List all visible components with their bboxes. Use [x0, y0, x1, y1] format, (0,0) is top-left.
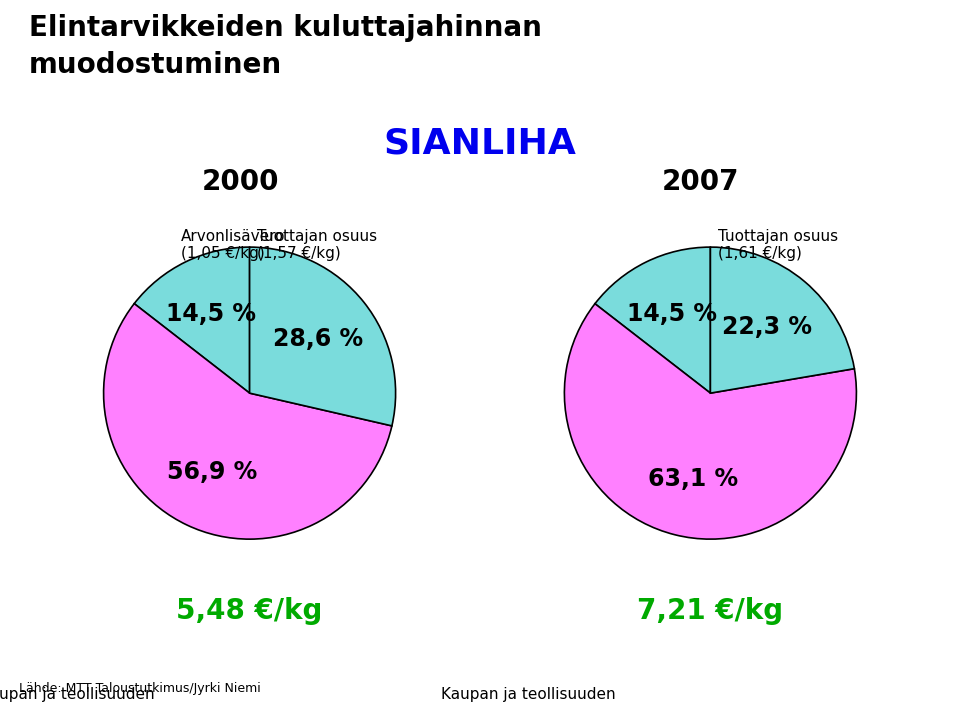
Text: 22,3 %: 22,3 %	[722, 314, 812, 338]
Wedge shape	[595, 247, 710, 393]
Text: Lähde: MTT Taloustutkimus/Jyrki Niemi: Lähde: MTT Taloustutkimus/Jyrki Niemi	[19, 682, 261, 695]
Text: Kaupan ja teollisuuden
marginaali  (3,12 €/kg): Kaupan ja teollisuuden marginaali (3,12 …	[0, 687, 155, 702]
Text: Arvonlisävero
(1,05 €/kg): Arvonlisävero (1,05 €/kg)	[181, 229, 285, 261]
Text: 14,5 %: 14,5 %	[627, 303, 717, 326]
Text: SIANLIHA: SIANLIHA	[384, 126, 576, 160]
Wedge shape	[564, 304, 856, 539]
Text: Tuottajan osuus
(1,57 €/kg): Tuottajan osuus (1,57 €/kg)	[257, 229, 377, 261]
Wedge shape	[104, 304, 392, 539]
Wedge shape	[134, 247, 250, 393]
Text: 2000: 2000	[202, 168, 278, 197]
Text: 14,5 %: 14,5 %	[166, 303, 256, 326]
Text: 2007: 2007	[662, 168, 739, 197]
Text: 63,1 %: 63,1 %	[648, 467, 738, 491]
Text: 5,48 €/kg: 5,48 €/kg	[177, 597, 323, 625]
Text: Kaupan ja teollisuuden
marginaali (4,55 €/kg): Kaupan ja teollisuuden marginaali (4,55 …	[441, 687, 615, 702]
Text: 28,6 %: 28,6 %	[273, 326, 363, 350]
Wedge shape	[250, 247, 396, 426]
Text: Tuottajan osuus
(1,61 €/kg): Tuottajan osuus (1,61 €/kg)	[718, 229, 838, 261]
Text: Elintarvikkeiden kuluttajahinnan
muodostuminen: Elintarvikkeiden kuluttajahinnan muodost…	[29, 14, 541, 79]
Text: 7,21 €/kg: 7,21 €/kg	[637, 597, 783, 625]
Wedge shape	[710, 247, 854, 393]
Text: 56,9 %: 56,9 %	[167, 461, 257, 484]
